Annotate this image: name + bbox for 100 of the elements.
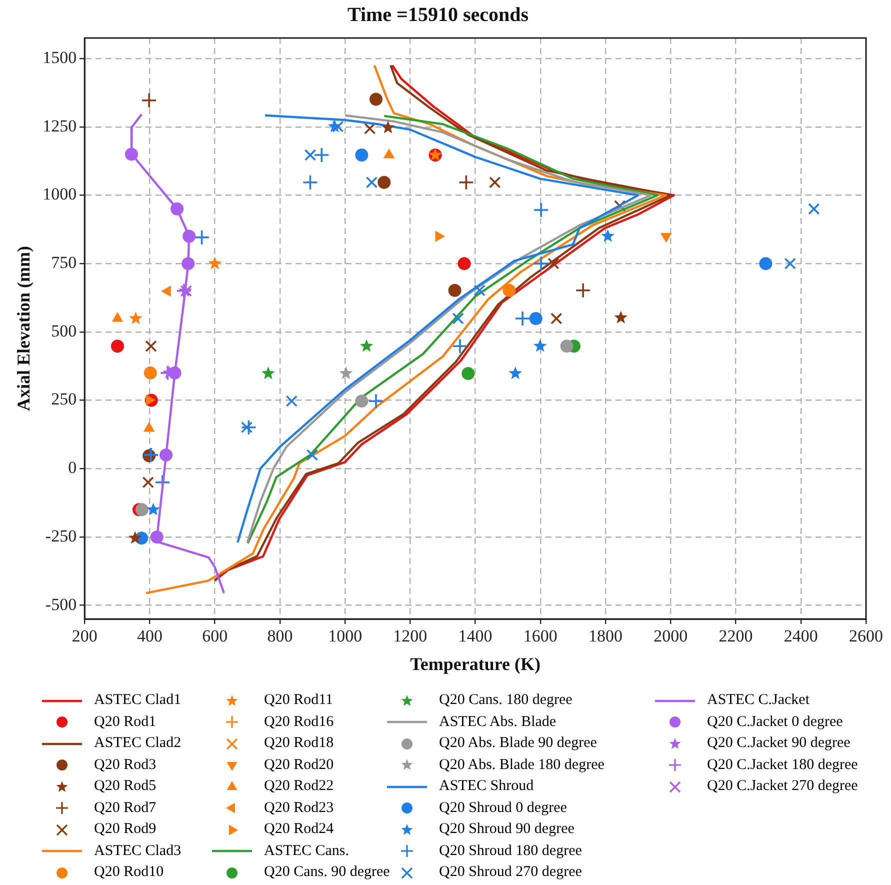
legend-label: Q20 C.Jacket 180 degree <box>707 756 858 774</box>
point <box>474 284 486 296</box>
legend-label: ASTEC Abs. Blade <box>439 714 556 731</box>
point <box>369 92 382 106</box>
legend-label: Q20 Rod11 <box>264 692 334 710</box>
x-tick-label: 200 <box>72 626 98 646</box>
legend-label: Q20 Rod20 <box>264 756 334 774</box>
y-tick-label: -500 <box>45 594 77 614</box>
x-tick-label: 1000 <box>328 626 362 646</box>
legend-label: Q20 Rod3 <box>94 756 156 774</box>
point <box>355 394 368 408</box>
legend-label: Q20 Rod7 <box>94 800 156 817</box>
y-tick-label: 1500 <box>42 48 77 67</box>
point <box>302 174 318 190</box>
point <box>328 120 342 132</box>
legend-label: Q20 C.Jacket 0 degree <box>707 714 843 731</box>
point <box>548 258 560 270</box>
legend-label: ASTEC Clad3 <box>94 842 182 860</box>
y-tick-label: 0 <box>68 458 77 478</box>
legend-label: Q20 Rod10 <box>94 864 164 882</box>
point <box>304 149 316 161</box>
legend-label: ASTEC C.Jacket <box>707 692 810 710</box>
legend-label: Q20 Abs. Blade 90 degree <box>439 735 597 752</box>
point <box>314 147 330 163</box>
point <box>383 148 395 158</box>
point <box>378 176 391 189</box>
y-tick-label: 250 <box>51 390 77 409</box>
legend-label: Q20 Shroud 270 degree <box>439 864 582 882</box>
point <box>784 258 796 270</box>
point <box>170 202 184 216</box>
y-tick-label: 1000 <box>42 184 77 204</box>
point <box>462 366 475 380</box>
point <box>128 531 142 544</box>
point <box>759 257 772 270</box>
point <box>533 202 549 218</box>
point <box>124 148 138 161</box>
chart-title: Time =15910 seconds <box>347 4 529 26</box>
legend-label: Q20 Shroud 90 degree <box>439 821 574 838</box>
point <box>159 448 172 462</box>
point <box>129 312 142 324</box>
x-tick-label: 2200 <box>718 626 753 646</box>
point <box>381 120 395 134</box>
point <box>448 284 462 297</box>
point <box>208 256 222 270</box>
legend-label: Q20 Rod24 <box>264 821 334 838</box>
point <box>142 476 154 488</box>
legend-label: Q20 C.Jacket 270 degree <box>707 778 858 796</box>
legend-label: Q20 C.Jacket 90 degree <box>707 735 850 752</box>
point <box>135 503 148 516</box>
point <box>262 366 275 380</box>
legend-label: Q20 Rod9 <box>94 821 156 838</box>
legend-label: Q20 Rod22 <box>264 778 334 796</box>
point <box>614 310 628 324</box>
point <box>575 282 591 298</box>
point <box>808 203 820 215</box>
legend-label: Q20 Rod18 <box>264 735 334 752</box>
legend-label: Q20 Shroud 180 degree <box>439 842 582 860</box>
point <box>601 229 614 242</box>
x-tick-label: 400 <box>136 626 162 646</box>
point <box>514 310 530 326</box>
point <box>332 120 344 132</box>
x-tick-label: 600 <box>202 626 228 646</box>
y-tick-label: 750 <box>51 253 77 272</box>
point <box>339 366 353 380</box>
point <box>112 312 124 322</box>
point <box>110 340 124 353</box>
legend-label: Q20 Rod1 <box>94 714 156 731</box>
legend-label: Q20 Rod23 <box>264 800 334 817</box>
point <box>141 92 157 108</box>
legend-label: Q20 Abs. Blade 180 degree <box>439 756 604 774</box>
point <box>286 395 298 407</box>
point <box>488 176 501 188</box>
point <box>194 229 210 246</box>
point <box>533 339 547 352</box>
point <box>560 340 574 353</box>
point <box>533 256 549 272</box>
x-tick-label: 2600 <box>849 626 883 646</box>
point <box>452 338 468 354</box>
y-tick-label: 1250 <box>42 116 77 136</box>
y-axis-title: Axial Elevation (mm) <box>13 246 34 411</box>
point <box>144 366 157 380</box>
point <box>240 419 257 436</box>
x-tick-label: 1400 <box>458 626 492 646</box>
point <box>145 340 157 352</box>
point <box>182 257 195 270</box>
legend-label: Q20 Cans. 180 degree <box>439 692 572 710</box>
y-tick-label: 500 <box>51 321 77 340</box>
point <box>240 421 253 434</box>
x-tick-label: 1600 <box>523 626 558 646</box>
legend-label: Q20 Shroud 0 degree <box>439 800 567 817</box>
point <box>150 530 164 544</box>
legend-label: ASTEC Shroud <box>439 778 534 796</box>
legend-label: ASTEC Clad2 <box>94 735 182 752</box>
point <box>366 176 378 188</box>
point <box>458 174 474 190</box>
legend-label: ASTEC Clad1 <box>94 692 182 710</box>
point <box>182 230 196 243</box>
legend-label: Q20 Cans. 90 degree <box>264 864 390 882</box>
point <box>146 502 160 516</box>
point <box>452 312 464 324</box>
